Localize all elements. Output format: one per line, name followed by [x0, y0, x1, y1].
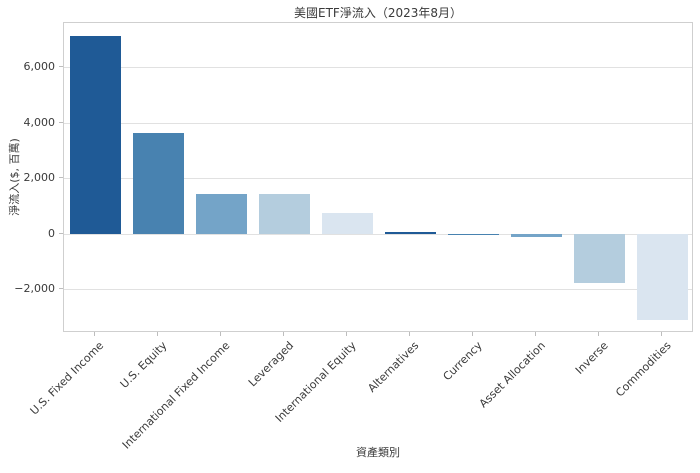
- x-tick-label: Asset Allocation: [476, 339, 548, 411]
- y-gridline: [64, 67, 692, 69]
- y-tick-label: 4,000: [23, 115, 56, 129]
- y-gridline: [64, 178, 692, 180]
- y-tick-label: 2,000: [23, 171, 56, 185]
- bar-inverse: [574, 234, 625, 283]
- y-tick-mark: [59, 288, 63, 290]
- x-tick-mark: [472, 332, 473, 336]
- y-tick-mark: [59, 177, 63, 179]
- y-tick-mark: [59, 66, 63, 68]
- bar-leveraged: [259, 194, 310, 235]
- bar-alternatives: [385, 231, 436, 235]
- x-tick-label: Currency: [440, 339, 485, 384]
- plot-area: [63, 22, 693, 332]
- x-tick-label: Leveraged: [245, 339, 296, 390]
- bar-currency: [448, 233, 499, 235]
- y-gridline: [64, 122, 692, 124]
- x-axis-label: 資產類別: [356, 446, 400, 459]
- x-tick-mark: [220, 332, 221, 336]
- x-tick-mark: [94, 332, 95, 336]
- x-tick-mark: [661, 332, 662, 336]
- y-tick-mark: [59, 121, 63, 123]
- chart-title: 美國ETF淨流入（2023年8月）: [294, 6, 462, 20]
- x-tick-label: Commodities: [613, 339, 674, 400]
- y-tick-label: 6,000: [23, 60, 56, 74]
- y-gridline: [64, 289, 692, 291]
- bar-international-equity: [322, 212, 373, 235]
- bar-u-s-fixed-income: [70, 35, 121, 235]
- x-tick-mark: [157, 332, 158, 336]
- bar-u-s-equity: [133, 133, 184, 235]
- bar-commodities: [637, 234, 688, 320]
- x-tick-mark: [346, 332, 347, 336]
- y-tick-mark: [59, 232, 63, 234]
- x-tick-label: Alternatives: [365, 339, 422, 395]
- bar-asset-allocation: [511, 234, 562, 238]
- y-axis-label: 淨流入($, 百萬): [8, 138, 21, 216]
- x-tick-mark: [409, 332, 410, 336]
- x-tick-label: U.S. Equity: [117, 339, 170, 391]
- y-gridline: [64, 233, 692, 235]
- x-tick-mark: [535, 332, 536, 336]
- x-tick-mark: [283, 332, 284, 336]
- x-tick-label: International Fixed Income: [120, 339, 233, 452]
- y-tick-label: −2,000: [14, 282, 55, 296]
- y-tick-label: 0: [48, 226, 55, 240]
- bar-international-fixed-income: [196, 193, 247, 235]
- x-tick-label: U.S. Fixed Income: [28, 339, 107, 418]
- x-tick-label: Inverse: [572, 339, 611, 377]
- x-tick-mark: [598, 332, 599, 336]
